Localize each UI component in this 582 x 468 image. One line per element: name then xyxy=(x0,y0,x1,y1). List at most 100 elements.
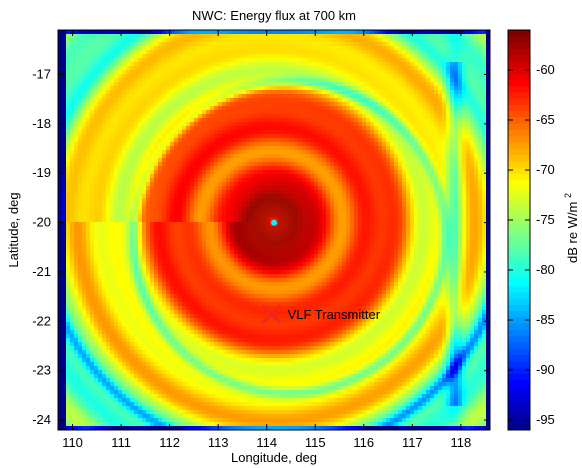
heatmap-cell xyxy=(430,162,435,167)
heatmap-cell xyxy=(82,70,87,75)
heatmap-cell xyxy=(294,182,299,187)
heatmap-cell xyxy=(338,202,343,207)
heatmap-cell xyxy=(346,110,351,115)
heatmap-cell xyxy=(346,130,351,135)
heatmap-cell xyxy=(78,142,83,147)
heatmap-cell xyxy=(58,154,63,159)
heatmap-cell xyxy=(238,178,243,183)
heatmap-cell xyxy=(230,130,235,135)
heatmap-cell xyxy=(474,66,479,71)
heatmap-cell xyxy=(98,146,103,151)
heatmap-cell xyxy=(330,46,335,51)
heatmap-cell xyxy=(278,138,283,143)
heatmap-cell xyxy=(118,78,123,83)
heatmap-cell xyxy=(290,174,295,179)
heatmap-cell xyxy=(162,202,167,207)
heatmap-cell xyxy=(286,166,291,171)
heatmap-cell xyxy=(442,162,447,167)
heatmap-cell xyxy=(430,102,435,107)
heatmap-cell xyxy=(158,170,163,175)
heatmap-cell xyxy=(382,62,387,67)
heatmap-cell xyxy=(186,98,191,103)
heatmap-cell xyxy=(342,78,347,83)
heatmap-cell xyxy=(66,86,71,91)
heatmap-cell xyxy=(354,50,359,55)
heatmap-cell xyxy=(202,98,207,103)
heatmap-cell xyxy=(350,62,355,67)
heatmap-cell xyxy=(230,198,235,203)
heatmap-cell xyxy=(270,58,275,63)
heatmap-cell xyxy=(194,110,199,115)
heatmap-cell xyxy=(222,154,227,159)
heatmap-cell xyxy=(334,86,339,91)
heatmap-cell xyxy=(394,58,399,63)
heatmap-cell xyxy=(110,78,115,83)
heatmap-cell xyxy=(174,182,179,187)
heatmap-cell xyxy=(290,126,295,131)
heatmap-cell xyxy=(378,54,383,59)
heatmap-cell xyxy=(114,42,119,47)
heatmap-cell xyxy=(334,178,339,183)
heatmap-cell xyxy=(186,30,191,35)
heatmap-cell xyxy=(230,94,235,99)
heatmap-cell xyxy=(58,54,63,59)
heatmap-cell xyxy=(210,62,215,67)
heatmap-cell xyxy=(450,90,455,95)
heatmap-cell xyxy=(382,194,387,199)
heatmap-cell xyxy=(222,66,227,71)
heatmap-cell xyxy=(342,66,347,71)
heatmap-cell xyxy=(134,170,139,175)
heatmap-cell xyxy=(190,86,195,91)
heatmap-cell xyxy=(470,50,475,55)
heatmap-cell xyxy=(106,150,111,155)
heatmap-cell xyxy=(70,74,75,79)
heatmap-cell xyxy=(382,118,387,123)
heatmap-cell xyxy=(338,74,343,79)
heatmap-cell xyxy=(474,130,479,135)
heatmap-cell xyxy=(442,138,447,143)
heatmap-cell xyxy=(142,78,147,83)
heatmap-cell xyxy=(246,170,251,175)
heatmap-cell xyxy=(374,114,379,119)
heatmap-cell xyxy=(430,30,435,35)
heatmap-cell xyxy=(470,162,475,167)
heatmap-cell xyxy=(226,134,231,139)
heatmap-cell xyxy=(150,66,155,71)
heatmap-cell xyxy=(150,150,155,155)
heatmap-cell xyxy=(242,154,247,159)
heatmap-cell xyxy=(150,182,155,187)
heatmap-cell xyxy=(354,94,359,99)
heatmap-cell xyxy=(198,134,203,139)
heatmap-cell xyxy=(134,154,139,159)
heatmap-cell xyxy=(146,146,151,151)
heatmap-cell xyxy=(350,170,355,175)
heatmap-cell xyxy=(270,30,275,35)
heatmap-cell xyxy=(162,174,167,179)
heatmap-cell xyxy=(338,122,343,127)
heatmap-cell xyxy=(102,170,107,175)
heatmap-cell xyxy=(286,42,291,47)
heatmap-cell xyxy=(378,90,383,95)
heatmap-cell xyxy=(310,170,315,175)
heatmap-cell xyxy=(222,46,227,51)
heatmap-cell xyxy=(198,126,203,131)
heatmap-cell xyxy=(294,82,299,87)
heatmap-cell xyxy=(478,186,483,191)
heatmap-cell xyxy=(78,38,83,43)
heatmap-cell xyxy=(486,42,490,47)
heatmap-cell xyxy=(430,154,435,159)
heatmap-cell xyxy=(402,150,407,155)
heatmap-cell xyxy=(478,134,483,139)
heatmap-cell xyxy=(406,98,411,103)
heatmap-cell xyxy=(438,138,443,143)
heatmap-cell xyxy=(106,178,111,183)
heatmap-cell xyxy=(378,34,383,39)
heatmap-cell xyxy=(322,190,327,195)
heatmap-cell xyxy=(358,86,363,91)
heatmap-cell xyxy=(90,142,95,147)
heatmap-cell xyxy=(322,174,327,179)
heatmap-cell xyxy=(90,210,95,215)
heatmap-cell xyxy=(458,182,463,187)
heatmap-cell xyxy=(254,138,259,143)
heatmap-cell xyxy=(358,186,363,191)
